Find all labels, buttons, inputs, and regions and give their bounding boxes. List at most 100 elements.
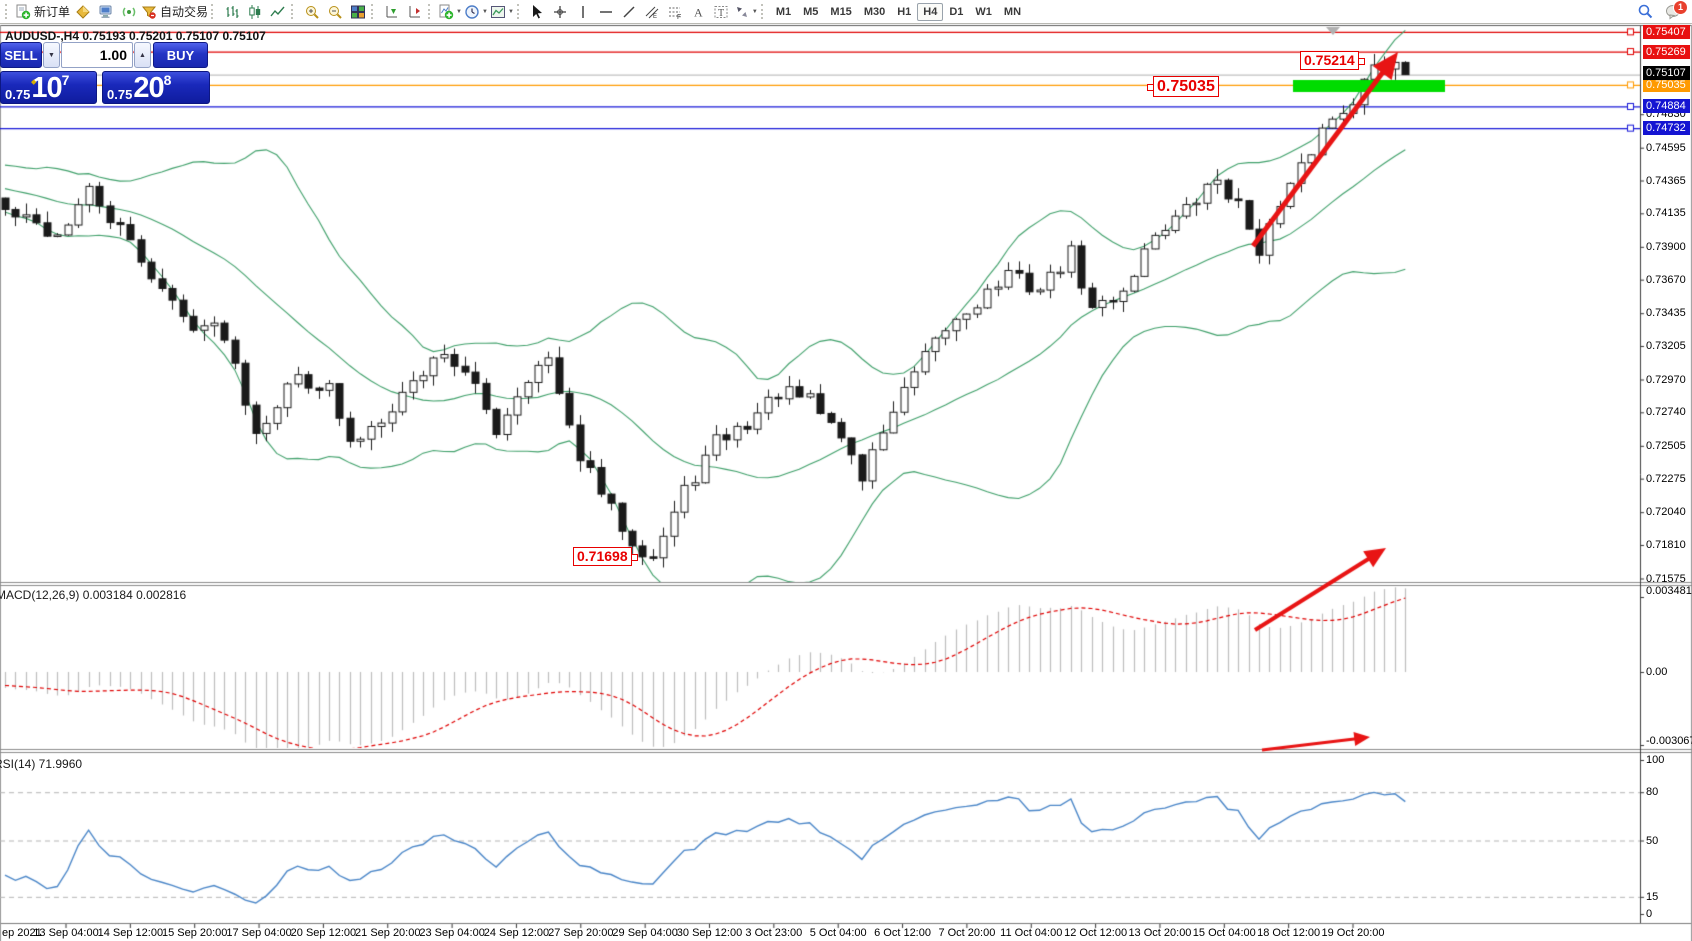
buy-price-box[interactable]: 0.75 20 8	[102, 71, 210, 104]
indicators-button[interactable]: ▼	[438, 1, 462, 22]
vertical-line-icon	[575, 4, 591, 20]
toolbar-grip	[428, 4, 433, 19]
line-chart-mode-button[interactable]	[267, 1, 288, 22]
cursor-tool-button[interactable]	[527, 1, 548, 22]
sell-price-big: 10	[31, 72, 62, 104]
dropdown-caret: ▼	[751, 8, 758, 15]
svg-text:E: E	[653, 14, 657, 20]
fibonacci-tool-button[interactable]: F	[665, 1, 686, 22]
buy-button[interactable]: BUY	[153, 42, 208, 68]
macd-header: MACD(12,26,9) 0.003184 0.002816	[0, 588, 187, 602]
timeframe-H4[interactable]: H4	[917, 2, 944, 21]
text-label-icon: T	[713, 4, 729, 20]
search-button[interactable]	[1635, 1, 1656, 22]
terminal-icon	[98, 4, 114, 20]
buy-price-prefix: 0.75	[107, 87, 133, 102]
svg-text:F: F	[677, 14, 681, 20]
signals-button[interactable]	[118, 1, 139, 22]
fibonacci-icon: F	[667, 4, 683, 20]
new-order-icon	[15, 4, 31, 20]
auto-scroll-button[interactable]	[381, 1, 402, 22]
timeframe-buttons: M1 M5 M15 M30 H1 H4 D1 W1 MN	[770, 2, 1027, 21]
text-label-tool-button[interactable]: T	[711, 1, 732, 22]
diamond-marker-icon: ◆	[31, 79, 37, 86]
candlestick-mode-button[interactable]	[244, 1, 265, 22]
terminal-button[interactable]	[95, 1, 116, 22]
chart-ohlc-header: AUDUSD-,H4 0.75193 0.75201 0.75107 0.751…	[5, 29, 266, 43]
signals-icon	[121, 4, 137, 20]
timeframe-D1[interactable]: D1	[949, 5, 964, 18]
equidistant-channel-icon: E	[644, 4, 660, 20]
template-icon	[490, 4, 506, 20]
timeframe-M5[interactable]: M5	[803, 5, 819, 18]
timeframe-M30[interactable]: M30	[863, 5, 886, 18]
price-annotation[interactable]: 0.75214	[1300, 51, 1365, 70]
dropdown-caret: ▼	[507, 8, 514, 15]
price-annotation[interactable]: 0.71698	[573, 547, 638, 566]
new-order-button[interactable]: 新订单	[15, 1, 70, 22]
auto-scroll-icon	[384, 4, 400, 20]
arrows-tool-button[interactable]: ▼	[734, 1, 758, 22]
zoom-in-button[interactable]	[301, 1, 322, 22]
metaeditor-icon	[75, 4, 91, 20]
chart-shift-icon	[407, 4, 423, 20]
horizontal-line-tool-button[interactable]	[596, 1, 617, 22]
metaeditor-button[interactable]	[72, 1, 93, 22]
autotrading-button[interactable]: 自动交易	[141, 1, 208, 22]
auto-trading-label: 自动交易	[160, 5, 209, 19]
indicators-icon	[438, 4, 454, 20]
toolbar-grip	[5, 4, 10, 19]
notifications-button[interactable]: 1	[1663, 0, 1688, 22]
tile-windows-icon	[350, 4, 366, 20]
annotation-handle[interactable]	[1147, 83, 1154, 91]
zoom-out-button[interactable]	[324, 1, 345, 22]
clock-icon	[464, 4, 480, 20]
vertical-line-tool-button[interactable]	[573, 1, 594, 22]
volume-increase-button[interactable]: ▲	[134, 42, 151, 68]
arrows-icon	[734, 4, 750, 20]
candlestick-chart-icon	[247, 4, 263, 20]
trendline-icon	[621, 4, 637, 20]
cursor-icon	[529, 4, 545, 20]
sell-price-prefix: 0.75	[5, 87, 31, 102]
periods-button[interactable]: ▼	[464, 1, 488, 22]
crosshair-tool-button[interactable]	[550, 1, 571, 22]
buy-price-big: 20	[133, 72, 164, 104]
sell-price-box[interactable]: ◆ 0.75 10 7	[0, 71, 97, 104]
annotation-handle[interactable]	[630, 553, 638, 561]
trendline-tool-button[interactable]	[619, 1, 640, 22]
one-click-trading-panel: SELL ▼ ▲ BUY ◆ 0.75 10 7 0.75 20 8	[0, 42, 212, 104]
search-icon	[1637, 3, 1654, 20]
timeframe-W1[interactable]: W1	[975, 5, 992, 18]
annotation-handle[interactable]	[1357, 57, 1365, 65]
rsi-header: RSI(14) 71.9960	[0, 757, 83, 771]
timeframe-M15[interactable]: M15	[830, 5, 852, 18]
new-order-label: 新订单	[34, 5, 71, 19]
volume-decrease-button[interactable]: ▼	[43, 42, 60, 68]
text-tool-button[interactable]: A	[688, 1, 709, 22]
volume-input[interactable]	[61, 42, 133, 68]
bar-chart-mode-button[interactable]	[221, 1, 242, 22]
templates-button[interactable]: ▼	[490, 1, 514, 22]
price-annotation[interactable]: 0.75035	[1147, 76, 1219, 97]
tile-windows-button[interactable]	[347, 1, 368, 22]
sell-button[interactable]: SELL	[0, 42, 42, 68]
chart-shift-button[interactable]	[404, 1, 425, 22]
horizontal-line-icon	[598, 4, 614, 20]
svg-text:T: T	[718, 8, 724, 19]
timeframe-M1[interactable]: M1	[775, 5, 792, 18]
buy-price-sup: 8	[163, 72, 172, 88]
dropdown-caret: ▼	[481, 8, 488, 15]
main-toolbar: 新订单 自动交易 ▼ ▼ ▼ E F A T ▼ M1 M5 M15 M30 H1 H4 D…	[0, 0, 1692, 24]
toolbar-grip	[516, 4, 522, 19]
autotrading-icon	[141, 4, 157, 20]
timeframe-MN[interactable]: MN	[1003, 5, 1022, 18]
toolbar-grip	[760, 4, 766, 19]
timeframe-H1[interactable]: H1	[897, 5, 912, 18]
svg-text:A: A	[694, 5, 703, 19]
trade-controls-row: SELL ▼ ▲ BUY	[0, 42, 212, 68]
equidistant-channel-tool-button[interactable]: E	[642, 1, 663, 22]
trade-prices-row: ◆ 0.75 10 7 0.75 20 8	[0, 68, 212, 104]
